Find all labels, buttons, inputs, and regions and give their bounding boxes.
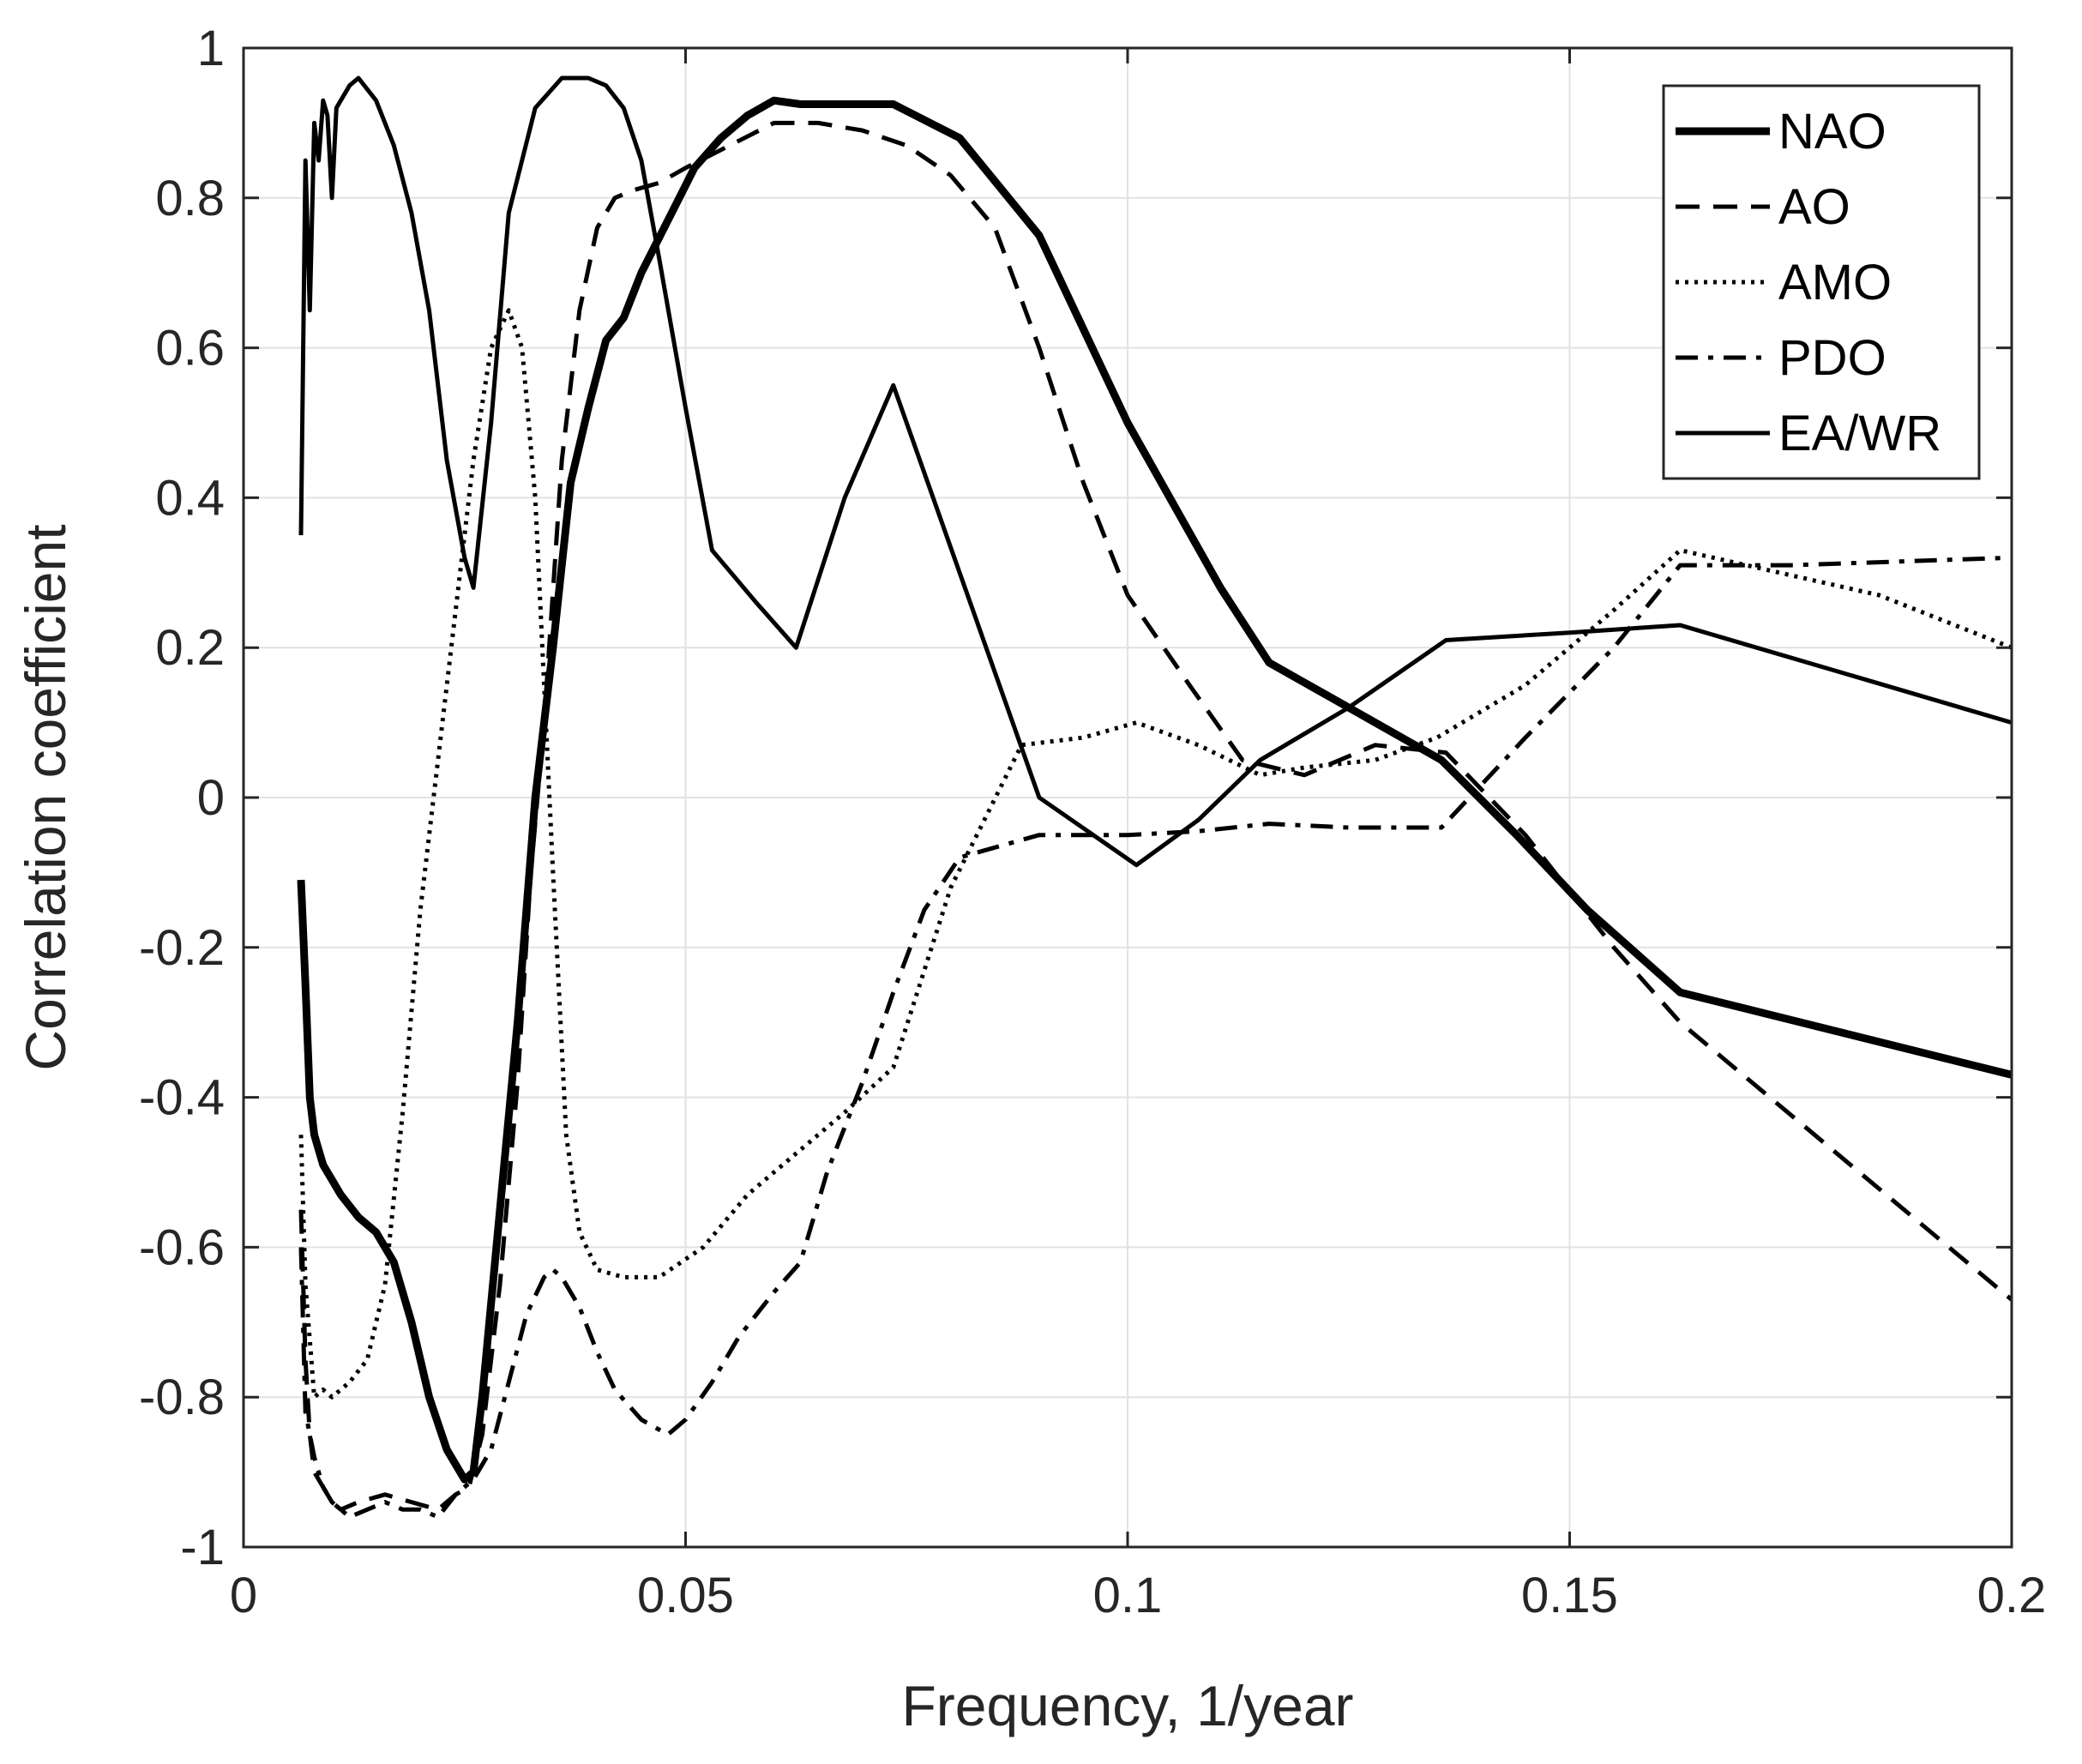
legend-label-ea-wr: EA/WR — [1778, 406, 1941, 461]
legend-items: NAO AO AMO PDO EA/WR — [1676, 104, 1941, 461]
x-tick-label: 0.1 — [1093, 1568, 1163, 1623]
series-pdo — [298, 555, 2013, 1520]
y-tick-label: -0.8 — [139, 1370, 225, 1425]
grid — [244, 48, 2012, 1547]
y-tick-label: -0.6 — [139, 1219, 225, 1275]
x-tick-label: 0.05 — [637, 1568, 734, 1623]
y-tick-label: -0.4 — [139, 1070, 225, 1126]
x-axis-title: Frequency, 1/year — [901, 1674, 1353, 1737]
series-ea-wr — [298, 75, 2013, 868]
legend-label-nao: NAO — [1778, 104, 1886, 160]
y-tick-label: -0.2 — [139, 920, 225, 976]
x-tick-label: 0 — [230, 1568, 257, 1623]
y-axis-ticks: -1 -0.8 -0.6 -0.4 -0.2 0 0.2 0.4 0.6 0.8 1 — [139, 21, 2012, 1575]
y-tick-label: 0 — [197, 770, 225, 826]
series-ao — [298, 120, 2013, 1512]
y-tick-label: -1 — [180, 1520, 225, 1575]
y-tick-label: 0.2 — [155, 620, 225, 676]
legend-label-amo: AMO — [1778, 255, 1892, 310]
y-tick-label: 0.6 — [155, 321, 225, 376]
x-tick-label: 0.15 — [1521, 1568, 1618, 1623]
legend-label-pdo: PDO — [1778, 330, 1886, 386]
x-axis-ticks: 0 0.05 0.1 0.15 0.2 — [230, 48, 2046, 1623]
y-tick-label: 1 — [197, 21, 225, 76]
series-group — [297, 75, 2013, 1520]
x-tick-label: 0.2 — [1977, 1568, 2047, 1623]
y-axis-title: Correlation coefficient — [14, 524, 77, 1070]
y-tick-label: 0.4 — [155, 470, 225, 526]
y-tick-label: 0.8 — [155, 171, 225, 226]
series-nao — [297, 96, 2013, 1484]
legend: NAO AO AMO PDO EA/WR — [1662, 84, 1981, 480]
legend-label-ao: AO — [1778, 179, 1850, 235]
